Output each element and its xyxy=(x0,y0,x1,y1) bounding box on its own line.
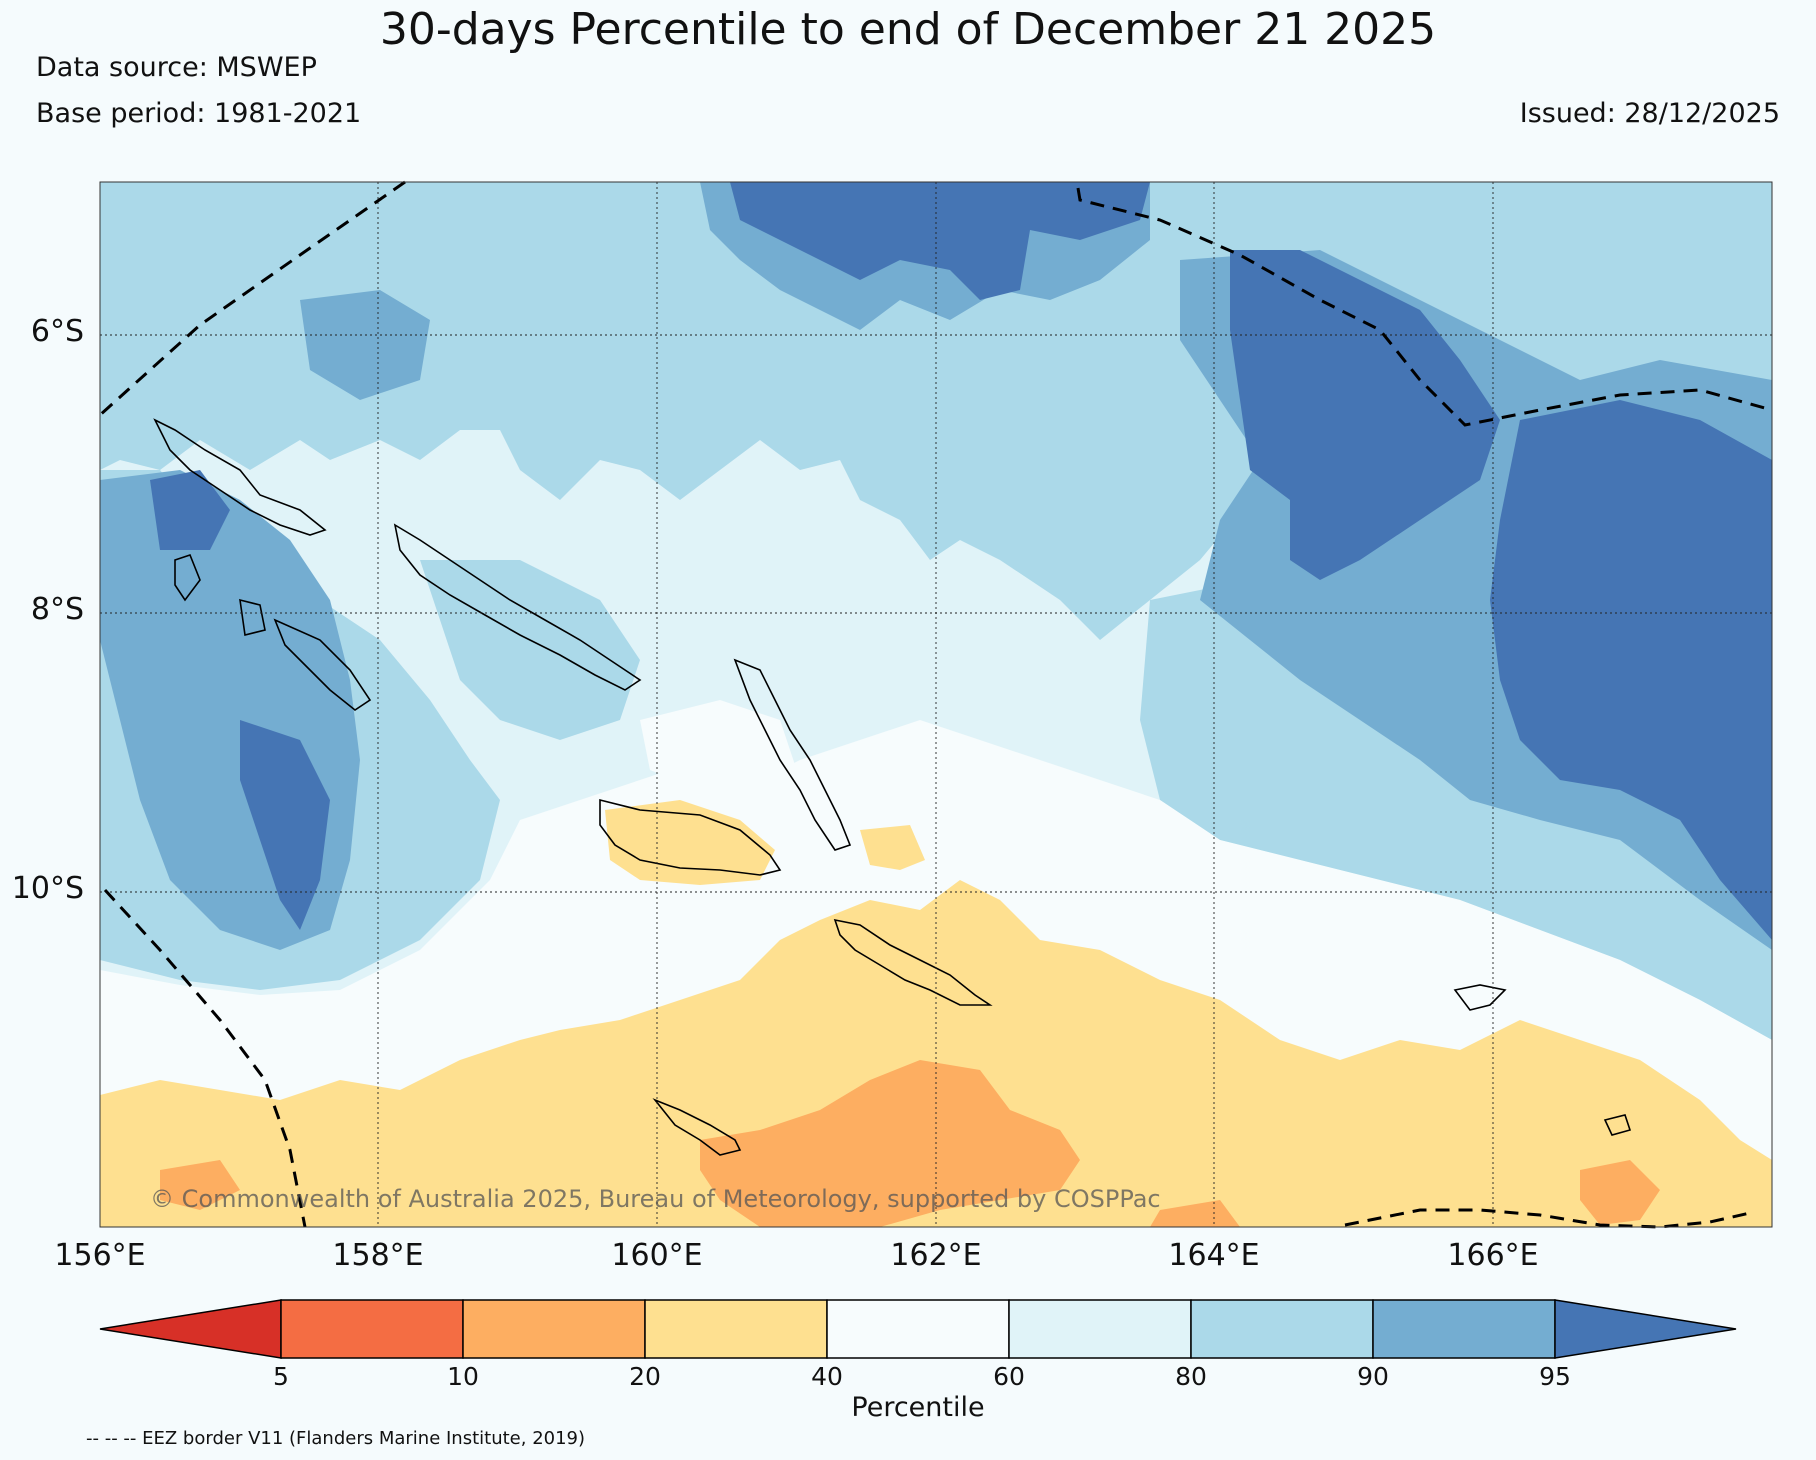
region-20-40-island-b xyxy=(860,825,925,870)
colorbar-title: Percentile xyxy=(851,1392,985,1423)
colorbar-tick: 60 xyxy=(993,1362,1025,1391)
coast-guadalcanal xyxy=(599,798,782,876)
coast-treasury xyxy=(239,598,266,636)
colorbar-tick: 95 xyxy=(1539,1362,1571,1391)
region-10-20-se-b xyxy=(1580,1160,1660,1225)
region-20-40-island-a xyxy=(605,800,775,885)
eez-border-note: -- -- -- EEZ border V11 (Flanders Marine… xyxy=(86,1428,586,1449)
coast-new-georgia xyxy=(273,618,372,711)
region-above-95-west-a xyxy=(150,470,230,550)
colorbar-bin-20-40 xyxy=(644,1299,828,1359)
lon-label-166e: 166°E xyxy=(1447,1238,1539,1273)
coast-rennell xyxy=(652,1098,742,1156)
coast-santa-cruz xyxy=(1453,984,1507,1011)
region-10-20-sw xyxy=(160,1160,240,1210)
region-above-95-east xyxy=(1490,400,1772,940)
colorbar-bin-5-10 xyxy=(280,1299,464,1359)
lat-label-6s: 6°S xyxy=(30,314,84,349)
base-period-label: Base period: 1981-2021 xyxy=(36,98,362,129)
coast-vanikoro xyxy=(1603,1114,1632,1136)
region-above-95-ne xyxy=(1230,250,1500,580)
coast-bougainville xyxy=(153,418,327,536)
colorbar-tick: 90 xyxy=(1357,1362,1389,1391)
region-80-90-east xyxy=(1140,580,1772,1040)
lon-label-160e: 160°E xyxy=(611,1238,703,1273)
region-40-60-island xyxy=(640,700,800,800)
region-10-20-se-a xyxy=(1150,1200,1240,1227)
colorbar-tick: 20 xyxy=(629,1362,661,1391)
coast-malaita xyxy=(733,658,852,851)
lon-label-164e: 164°E xyxy=(1168,1238,1260,1273)
issued-date-label: Issued: 28/12/2025 xyxy=(1519,98,1780,129)
colorbar-extend-high xyxy=(1554,1299,1737,1359)
colorbar xyxy=(99,1299,1737,1359)
lat-label-8s: 8°S xyxy=(30,592,84,627)
colorbar-bin-90-95 xyxy=(1372,1299,1556,1359)
coast-shortland xyxy=(174,554,201,602)
coast-makira xyxy=(833,918,993,1006)
colorbar-tick: 5 xyxy=(273,1362,289,1391)
colorbar-tick: 40 xyxy=(811,1362,843,1391)
lon-label-162e: 162°E xyxy=(890,1238,982,1273)
colorbar-bin-80-90 xyxy=(1190,1299,1374,1359)
map-frame xyxy=(99,181,1773,1228)
region-80-90-central xyxy=(420,560,640,740)
lon-label-158e: 158°E xyxy=(332,1238,424,1273)
coast-choiseul-isabel xyxy=(393,523,642,691)
region-above-95-north xyxy=(730,182,1150,300)
region-above-95-west-b xyxy=(240,720,330,930)
lat-label-10s: 10°S xyxy=(11,871,84,906)
colorbar-extend-low xyxy=(99,1299,282,1359)
colorbar-tick: 10 xyxy=(447,1362,479,1391)
data-source-label: Data source: MSWEP xyxy=(36,52,317,83)
colorbar-bin-40-60 xyxy=(826,1299,1010,1359)
region-10-20-south xyxy=(700,1060,1080,1227)
colorbar-bin-60-80 xyxy=(1008,1299,1192,1359)
graticule xyxy=(100,182,1772,1227)
coastlines xyxy=(153,418,1632,1156)
eez-borders xyxy=(98,180,1773,1229)
colorbar-tick: 80 xyxy=(1175,1362,1207,1391)
copyright-watermark: © Commonwealth of Australia 2025, Bureau… xyxy=(150,1185,1161,1213)
map-title: 30-days Percentile to end of December 21… xyxy=(379,4,1437,55)
region-90-95-nw xyxy=(300,290,430,400)
lon-label-156e: 156°E xyxy=(54,1238,146,1273)
colorbar-bin-10-20 xyxy=(462,1299,646,1359)
